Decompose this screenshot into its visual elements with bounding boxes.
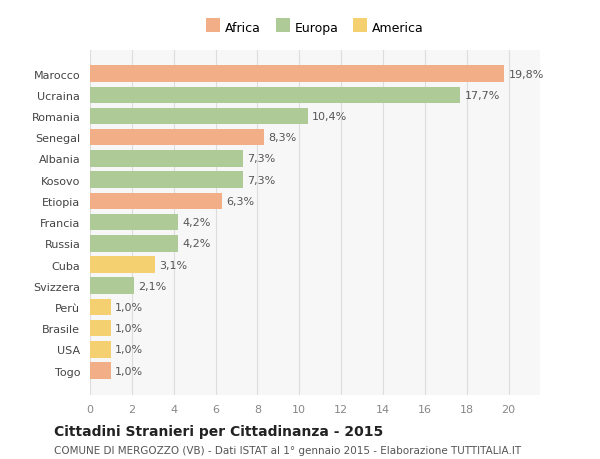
Bar (90, 235, 178, 252)
Bar (90, 87, 460, 104)
Bar (90, 129, 264, 146)
Bar (90, 341, 111, 358)
Text: COMUNE DI MERGOZZO (VB) - Dati ISTAT al 1° gennaio 2015 - Elaborazione TUTTITALI: COMUNE DI MERGOZZO (VB) - Dati ISTAT al … (54, 445, 521, 455)
Text: 3,1%: 3,1% (159, 260, 187, 270)
Legend: Africa, Europa, America: Africa, Europa, America (206, 22, 424, 35)
Text: 7,3%: 7,3% (247, 154, 275, 164)
Bar (90, 299, 111, 316)
Bar (90, 66, 505, 83)
Bar (90, 214, 178, 231)
Bar (90, 257, 155, 273)
Text: 2,1%: 2,1% (138, 281, 166, 291)
Bar (90, 320, 111, 337)
Bar (90, 278, 134, 294)
Text: 17,7%: 17,7% (464, 90, 500, 101)
Text: Cittadini Stranieri per Cittadinanza - 2015: Cittadini Stranieri per Cittadinanza - 2… (54, 425, 383, 438)
Text: 10,4%: 10,4% (312, 112, 347, 122)
Bar (90, 151, 243, 168)
Text: 4,2%: 4,2% (182, 239, 211, 249)
Text: 4,2%: 4,2% (182, 218, 211, 228)
Text: 1,0%: 1,0% (115, 366, 143, 376)
Text: 1,0%: 1,0% (115, 302, 143, 312)
Bar (90, 108, 308, 125)
Text: 7,3%: 7,3% (247, 175, 275, 185)
Bar (90, 363, 111, 379)
Text: 1,0%: 1,0% (115, 345, 143, 355)
Bar (90, 193, 222, 210)
Text: 8,3%: 8,3% (268, 133, 296, 143)
Text: 1,0%: 1,0% (115, 324, 143, 334)
Bar (90, 172, 243, 189)
Text: 6,3%: 6,3% (226, 196, 254, 207)
Text: 19,8%: 19,8% (509, 69, 544, 79)
